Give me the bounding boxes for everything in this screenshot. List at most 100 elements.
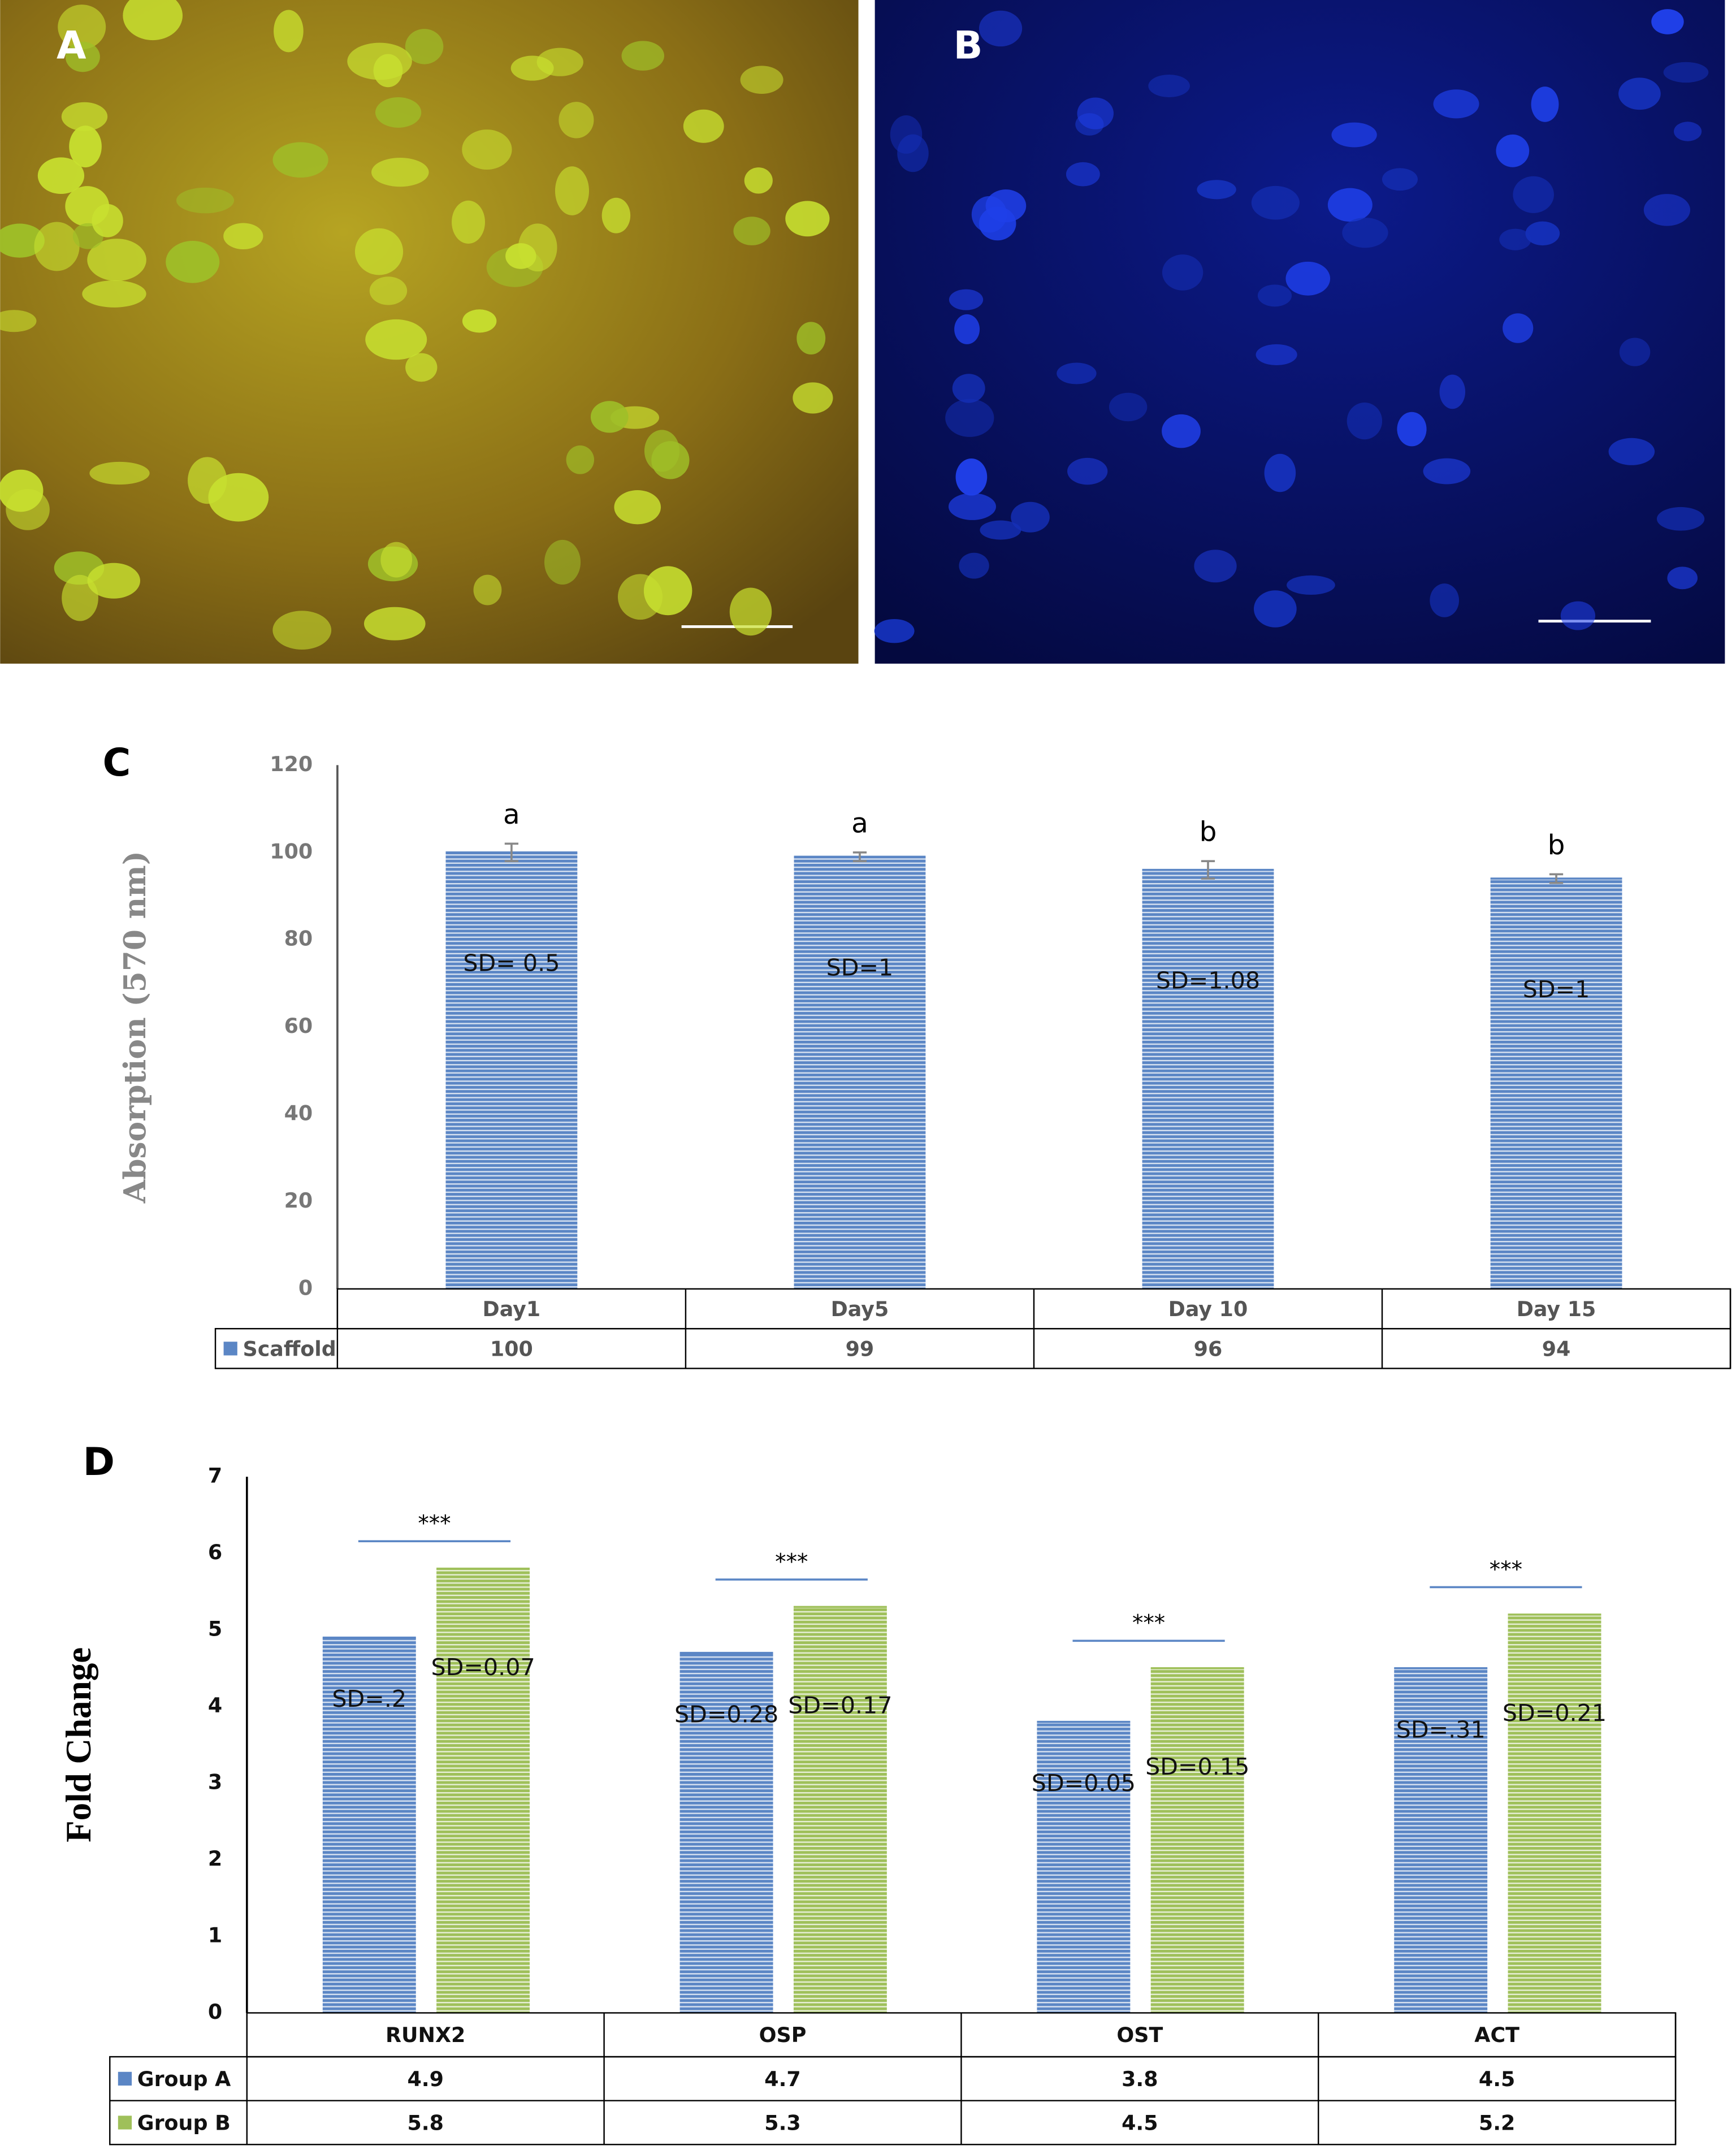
cell [644, 430, 680, 472]
x-tick-label: Day 15 [1517, 1297, 1596, 1321]
legend-label: Group B [137, 2110, 231, 2135]
nucleus [949, 289, 984, 310]
nucleus [985, 189, 1027, 223]
cell [61, 102, 108, 131]
nucleus [1608, 438, 1655, 465]
bar [794, 856, 926, 1289]
cell [785, 201, 830, 237]
cell [473, 574, 502, 605]
nucleus [1433, 89, 1479, 119]
cell [176, 187, 235, 214]
cell [683, 109, 724, 143]
nucleus [1347, 403, 1383, 440]
cell [123, 0, 183, 41]
sd-label: SD=1 [1523, 976, 1590, 1003]
nucleus [1327, 188, 1373, 222]
nucleus [1525, 221, 1560, 246]
y-tick-label: 6 [208, 1540, 222, 1564]
table-value: 4.9 [407, 2067, 443, 2091]
nucleus [1011, 501, 1050, 533]
nucleus [1513, 176, 1555, 213]
nucleus [1423, 458, 1471, 484]
table-value: 99 [846, 1336, 875, 1361]
nucleus [945, 399, 994, 437]
cell [274, 10, 304, 53]
cell [0, 310, 37, 332]
cell [87, 563, 140, 599]
micrograph-a: A [0, 0, 859, 664]
x-tick-label: OST [1116, 2023, 1163, 2047]
nucleus [1066, 162, 1100, 187]
nucleus [1560, 601, 1596, 630]
table-value: 5.2 [1479, 2110, 1515, 2135]
nucleus [1257, 284, 1292, 307]
x-tick-label: Day1 [483, 1297, 541, 1321]
data-table: RUNX2 4.9 5.8 OSP 4.7 5.3 OST 3.8 4.5 ACT 4.5 5.2 Gr… [109, 2012, 1677, 2145]
significance-stars: *** [1132, 1611, 1165, 1636]
nucleus [1197, 180, 1236, 200]
x-tick-label: Day 10 [1168, 1297, 1248, 1321]
y-tick-label: 120 [270, 752, 313, 776]
nucleus [1331, 122, 1377, 148]
cell [0, 223, 45, 258]
nucleus [1382, 168, 1418, 191]
x-tick-label: ACT [1474, 2023, 1519, 2047]
x-tick-label: OSP [759, 2023, 807, 2047]
nucleus [1643, 194, 1691, 226]
cell [380, 542, 413, 578]
table-value: 94 [1542, 1336, 1571, 1361]
cell [6, 488, 50, 530]
bar [445, 852, 578, 1289]
bar [1150, 1668, 1244, 2013]
cell [363, 607, 426, 641]
sd-label: SD=0.07 [431, 1654, 535, 1681]
nucleus [1663, 62, 1709, 83]
nucleus [1287, 575, 1335, 595]
significance-letter: a [851, 807, 868, 839]
y-tick-label: 40 [284, 1101, 313, 1126]
cell [729, 587, 772, 636]
sd-label: SD=1.08 [1156, 967, 1260, 994]
y-tick-label: 0 [298, 1275, 313, 1300]
cell [559, 102, 594, 139]
x-tick-label: RUNX2 [386, 2023, 465, 2047]
data-table: Day1 100 Day5 99 Day 10 96 Day 15 94 Scaffold [214, 1288, 1731, 1369]
nucleus [1254, 590, 1297, 628]
cell [555, 166, 590, 215]
cell [365, 319, 427, 360]
y-tick-label: 5 [208, 1617, 222, 1641]
table-value: 100 [490, 1336, 533, 1361]
nucleus [1067, 457, 1108, 485]
nucleus [897, 134, 929, 172]
bar [1037, 1721, 1131, 2013]
nucleus [1077, 97, 1114, 129]
nucleus [1342, 217, 1388, 248]
cell [87, 239, 146, 282]
cell [37, 157, 85, 194]
cell [452, 200, 486, 244]
cell [34, 222, 80, 271]
legend-swatch [118, 2116, 132, 2130]
sd-label: SD=0.05 [1032, 1770, 1136, 1797]
nucleus [874, 618, 915, 643]
cell [375, 97, 422, 128]
cell [347, 42, 412, 80]
x-tick-label: Day5 [831, 1297, 889, 1321]
legend-swatch [223, 1342, 237, 1356]
cell [590, 401, 629, 433]
legend-swatch [118, 2071, 132, 2086]
nucleus [1496, 134, 1530, 167]
table-value: 96 [1194, 1336, 1223, 1361]
panel-label: D [83, 1440, 115, 1485]
nucleus [1194, 550, 1237, 583]
nucleus [1531, 86, 1559, 122]
image-background [0, 0, 859, 664]
cell [58, 5, 106, 50]
sd-label: SD=0.28 [674, 1701, 778, 1728]
significance-stars: *** [418, 1511, 451, 1537]
y-tick-label: 7 [208, 1464, 222, 1488]
nucleus [1674, 122, 1702, 141]
nucleus [1264, 453, 1296, 492]
cell [188, 457, 227, 504]
nucleus [959, 552, 989, 579]
